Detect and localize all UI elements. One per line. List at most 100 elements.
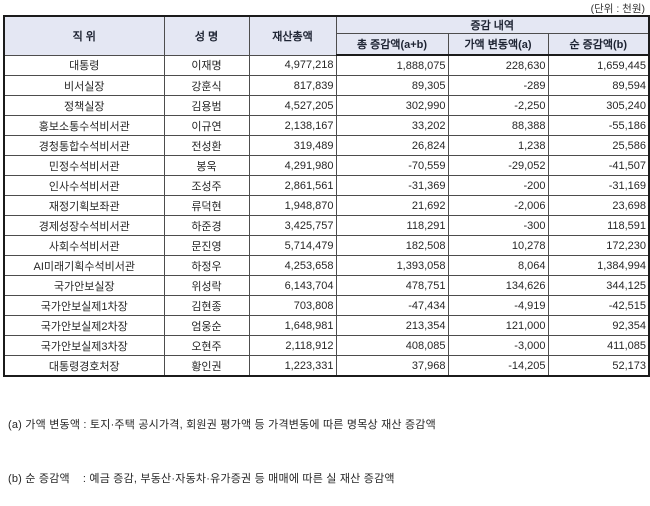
total-assets-cell: 4,253,658 (248, 255, 337, 276)
net-change-cell: 411,085 (547, 335, 650, 356)
total-assets-cell: 6,143,704 (248, 275, 337, 296)
total-change-cell: 478,751 (335, 275, 449, 296)
name-cell: 전성환 (163, 135, 250, 156)
header-net-change: 순 증감액(b) (547, 33, 650, 56)
table-row: 대통령경호처장 황인권 1,223,331 37,968 -14,205 52,173 (3, 355, 650, 377)
net-change-cell: 1,659,445 (547, 54, 650, 76)
net-change-cell: 172,230 (547, 235, 650, 256)
total-assets-cell: 703,808 (248, 295, 337, 316)
net-change-cell: 305,240 (547, 95, 650, 116)
net-change-cell: -41,507 (547, 155, 650, 176)
header-name: 성 명 (163, 15, 250, 56)
total-assets-cell: 817,839 (248, 75, 337, 96)
total-change-cell: -70,559 (335, 155, 449, 176)
position-cell: 민정수석비서관 (3, 155, 165, 176)
total-assets-cell: 2,118,912 (248, 335, 337, 356)
position-cell: 대통령 (3, 54, 165, 76)
net-change-cell: -55,186 (547, 115, 650, 136)
footnotes: (a) 가액 변동액 : 토지·주택 공시가격, 회원권 평가액 등 가격변동에… (8, 380, 436, 506)
total-change-cell: 21,692 (335, 195, 449, 216)
name-cell: 하준경 (163, 215, 250, 236)
position-cell: 경청통합수석비서관 (3, 135, 165, 156)
value-change-cell: -29,052 (447, 155, 549, 176)
header-total-change: 총 증감액(a+b) (335, 33, 449, 56)
value-change-cell: -200 (447, 175, 549, 196)
header-position: 직 위 (3, 15, 165, 56)
name-cell: 김현종 (163, 295, 250, 316)
table-row: 정책실장 김용범 4,527,205 302,990 -2,250 305,240 (3, 95, 650, 116)
position-cell: 경제성장수석비서관 (3, 215, 165, 236)
total-change-cell: -47,434 (335, 295, 449, 316)
net-change-cell: 25,586 (547, 135, 650, 156)
name-cell: 강훈식 (163, 75, 250, 96)
value-change-cell: -2,006 (447, 195, 549, 216)
table-header: 직 위 성 명 재산총액 증감 내역 총 증감액(a+b) 가액 변동액(a) … (3, 15, 650, 56)
position-cell: 비서실장 (3, 75, 165, 96)
net-change-cell: 1,384,994 (547, 255, 650, 276)
position-cell: 대통령경호처장 (3, 355, 165, 377)
total-change-cell: 1,393,058 (335, 255, 449, 276)
table-row: 국가안보실제1차장 김현종 703,808 -47,434 -4,919 -42,515 (3, 295, 650, 316)
footnote-b: (b) 순 증감액 : 예금 증감, 부동산·자동차·유가증권 등 매매에 따른… (8, 473, 395, 485)
total-assets-cell: 4,291,980 (248, 155, 337, 176)
value-change-cell: 134,626 (447, 275, 549, 296)
position-cell: 사회수석비서관 (3, 235, 165, 256)
value-change-cell: -14,205 (447, 355, 549, 377)
table-row: 민정수석비서관 봉욱 4,291,980 -70,559 -29,052 -41,507 (3, 155, 650, 176)
value-change-cell: -2,250 (447, 95, 549, 116)
total-assets-cell: 2,861,561 (248, 175, 337, 196)
name-cell: 김용범 (163, 95, 250, 116)
total-assets-cell: 4,527,205 (248, 95, 337, 116)
total-change-cell: 26,824 (335, 135, 449, 156)
name-cell: 황인권 (163, 355, 250, 377)
net-change-cell: 23,698 (547, 195, 650, 216)
total-change-cell: 89,305 (335, 75, 449, 96)
position-cell: AI미래기획수석비서관 (3, 255, 165, 276)
total-change-cell: 1,888,075 (335, 54, 449, 76)
position-cell: 국가안보실제2차장 (3, 315, 165, 336)
total-change-cell: 213,354 (335, 315, 449, 336)
position-cell: 홍보소통수석비서관 (3, 115, 165, 136)
value-change-cell: 10,278 (447, 235, 549, 256)
header-value-change: 가액 변동액(a) (447, 33, 549, 56)
total-change-cell: 302,990 (335, 95, 449, 116)
position-cell: 국가안보실장 (3, 275, 165, 296)
total-change-cell: 118,291 (335, 215, 449, 236)
name-cell: 위성락 (163, 275, 250, 296)
total-assets-cell: 2,138,167 (248, 115, 337, 136)
table-row: 대통령 이재명 4,977,218 1,888,075 228,630 1,659,445 (3, 54, 650, 76)
table-row: 인사수석비서관 조성주 2,861,561 -31,369 -200 -31,169 (3, 175, 650, 196)
value-change-cell: -300 (447, 215, 549, 236)
name-cell: 엄웅순 (163, 315, 250, 336)
total-change-cell: 182,508 (335, 235, 449, 256)
total-assets-cell: 3,425,757 (248, 215, 337, 236)
total-assets-cell: 5,714,479 (248, 235, 337, 256)
table-row: 사회수석비서관 문진영 5,714,479 182,508 10,278 172,230 (3, 235, 650, 256)
table-row: 경청통합수석비서관 전성환 319,489 26,824 1,238 25,586 (3, 135, 650, 156)
net-change-cell: 118,591 (547, 215, 650, 236)
net-change-cell: -42,515 (547, 295, 650, 316)
name-cell: 이규연 (163, 115, 250, 136)
table-body: 대통령 이재명 4,977,218 1,888,075 228,630 1,659,445… (3, 54, 650, 377)
total-assets-cell: 1,223,331 (248, 355, 337, 377)
position-cell: 국가안보실제3차장 (3, 335, 165, 356)
total-change-cell: 408,085 (335, 335, 449, 356)
value-change-cell: 88,388 (447, 115, 549, 136)
net-change-cell: -31,169 (547, 175, 650, 196)
total-assets-cell: 1,648,981 (248, 315, 337, 336)
header-total-assets: 재산총액 (248, 15, 337, 56)
table-row: 비서실장 강훈식 817,839 89,305 -289 89,594 (3, 75, 650, 96)
value-change-cell: -3,000 (447, 335, 549, 356)
net-change-cell: 92,354 (547, 315, 650, 336)
total-assets-cell: 1,948,870 (248, 195, 337, 216)
position-cell: 정책실장 (3, 95, 165, 116)
footnote-a: (a) 가액 변동액 : 토지·주택 공시가격, 회원권 평가액 등 가격변동에… (8, 419, 436, 431)
asset-disclosure-table: 직 위 성 명 재산총액 증감 내역 총 증감액(a+b) 가액 변동액(a) … (3, 15, 650, 377)
total-change-cell: 33,202 (335, 115, 449, 136)
net-change-cell: 89,594 (547, 75, 650, 96)
table-row: 경제성장수석비서관 하준경 3,425,757 118,291 -300 118,591 (3, 215, 650, 236)
value-change-cell: 8,064 (447, 255, 549, 276)
table-row: 국가안보실제3차장 오현주 2,118,912 408,085 -3,000 411,08… (3, 335, 650, 356)
table-row: AI미래기획수석비서관 하정우 4,253,658 1,393,058 8,064 1,3… (3, 255, 650, 276)
value-change-cell: 1,238 (447, 135, 549, 156)
